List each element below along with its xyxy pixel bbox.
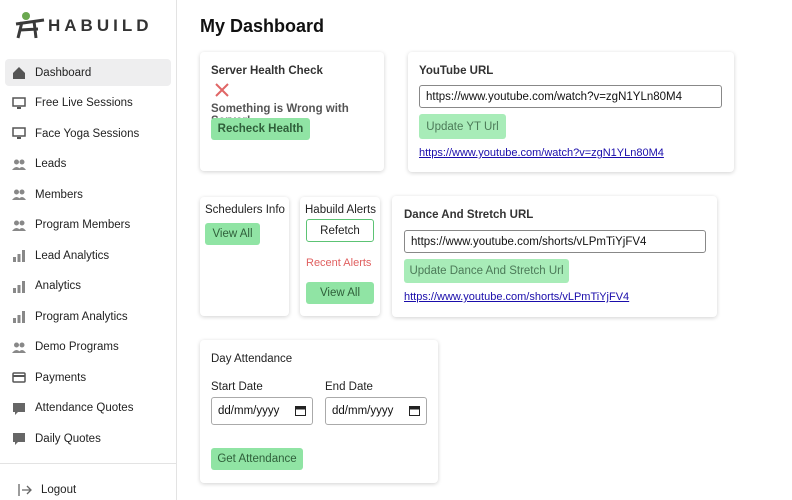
alerts-card: Habuild Alerts Refetch Recent Alerts Vie…	[300, 197, 380, 316]
schedulers-card: Schedulers Info View All	[200, 197, 289, 316]
logo-text: HABUILD	[48, 16, 153, 35]
nav-item[interactable]: Lead Analytics	[5, 242, 171, 269]
nav-icon	[12, 159, 26, 170]
nav-icon	[13, 433, 25, 445]
nav-item[interactable]: Analytics	[5, 273, 171, 300]
nav-item[interactable]: Attendance Quotes	[5, 395, 171, 422]
nav-icon	[12, 220, 26, 231]
recent-alerts[interactable]: Recent Alerts	[306, 257, 372, 269]
nav-label: Attendance Quotes	[35, 402, 134, 414]
button[interactable]: Refetch	[306, 219, 374, 242]
date-input[interactable]: dd/mm/yyyy	[211, 397, 313, 425]
nav-icon	[13, 250, 25, 262]
nav-label: Dashboard	[35, 66, 92, 79]
nav-icon	[12, 127, 26, 139]
card-title: Dance And Stretch URL	[404, 209, 534, 221]
link[interactable]: https://www.youtube.com/watch?v=zgN1YLn8…	[419, 147, 664, 159]
url-input[interactable]: https://www.youtube.com/watch?v=zgN1YLn8…	[419, 85, 722, 108]
nav-item[interactable]: Free Live Sessions	[5, 90, 171, 117]
sidebar: HABUILD Dashboard Free Live Sessions Face …	[0, 0, 177, 500]
button[interactable]: Get Attendance	[211, 448, 303, 470]
nav-item[interactable]: Members	[5, 181, 171, 208]
nav-label: Daily Quotes	[35, 432, 101, 445]
logout-icon	[18, 484, 32, 496]
nav-label: Demo Programs	[35, 341, 119, 353]
nav-label: Free Live Sessions	[35, 97, 133, 109]
card-title: Server Health Check	[211, 65, 323, 77]
date-input[interactable]: dd/mm/yyyy	[325, 397, 427, 425]
button[interactable]: View All	[205, 223, 260, 245]
server-health-card: Server Health Check Something is Wrong w…	[200, 52, 384, 171]
button[interactable]: Update Dance And Stretch Url	[404, 259, 569, 283]
nav-icon	[13, 402, 25, 415]
nav-label: Program Members	[35, 219, 131, 231]
logout[interactable]: Logout	[41, 484, 77, 496]
label: Start Date	[211, 381, 263, 393]
attendance-card: Day Attendance Start Date End Date dd/mm…	[200, 340, 438, 483]
calendar-icon	[295, 406, 306, 416]
nav-label: Leads	[35, 158, 67, 170]
nav-item[interactable]: Dashboard	[5, 59, 171, 86]
label: End Date	[325, 381, 373, 393]
nav-item[interactable]: Program Members	[5, 212, 171, 239]
logo-icon	[15, 12, 45, 39]
button[interactable]: Recheck Health	[211, 118, 310, 140]
nav-label: Members	[35, 188, 83, 201]
dance-card: Dance And Stretch URL https://www.youtub…	[392, 196, 717, 317]
nav-icon	[12, 372, 26, 383]
url-input[interactable]: https://www.youtube.com/shorts/vLPmTiYjF…	[404, 230, 706, 253]
nav-icon	[13, 280, 25, 293]
nav-label: Face Yoga Sessions	[35, 127, 140, 140]
nav-label: Payments	[35, 371, 87, 384]
nav-label: Program Analytics	[35, 310, 128, 323]
card-title: Habuild Alerts	[305, 204, 376, 216]
youtube-card: YouTube URL https://www.youtube.com/watc…	[408, 52, 734, 172]
nav-icon	[13, 67, 25, 79]
nav-icon	[12, 342, 26, 353]
nav-label: Lead Analytics	[35, 249, 110, 262]
nav-label: Analytics	[35, 280, 82, 292]
divider	[0, 463, 176, 464]
card-title: Day Attendance	[211, 353, 293, 365]
card-title: YouTube URL	[419, 65, 494, 77]
nav-item[interactable]: Leads	[5, 151, 171, 178]
nav-icon	[12, 96, 26, 109]
error-icon	[215, 83, 229, 97]
nav-item[interactable]: Daily Quotes	[5, 425, 171, 452]
page-title: My Dashboard	[200, 16, 325, 36]
nav-item[interactable]: Face Yoga Sessions	[5, 120, 171, 147]
link[interactable]: https://www.youtube.com/shorts/vLPmTiYjF…	[404, 291, 630, 303]
nav-item[interactable]: Demo Programs	[5, 334, 171, 361]
card-title: Schedulers Info	[205, 204, 285, 216]
nav-icon	[12, 189, 26, 200]
nav-item[interactable]: Program Analytics	[5, 303, 171, 330]
nav-item[interactable]: Payments	[5, 364, 171, 391]
button[interactable]: View All	[306, 282, 374, 304]
button[interactable]: Update YT Url	[419, 114, 506, 139]
nav-icon	[13, 311, 25, 323]
calendar-icon	[409, 406, 420, 416]
